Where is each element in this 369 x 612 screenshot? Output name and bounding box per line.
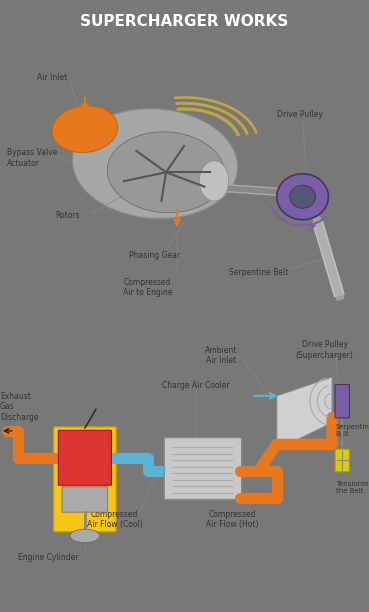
Text: Ambient
Air Inlet: Ambient Air Inlet bbox=[205, 346, 238, 365]
Text: Rotors: Rotors bbox=[55, 211, 80, 220]
Polygon shape bbox=[277, 377, 332, 450]
Text: Compressed
Air Flow (Cool): Compressed Air Flow (Cool) bbox=[86, 510, 142, 529]
FancyBboxPatch shape bbox=[54, 427, 116, 532]
Text: Bypass Valve
Actuator: Bypass Valve Actuator bbox=[7, 148, 58, 168]
Text: Engine Cylinder: Engine Cylinder bbox=[18, 553, 78, 562]
Ellipse shape bbox=[277, 174, 328, 220]
Ellipse shape bbox=[72, 109, 238, 218]
Text: Compressed
Air to Engine: Compressed Air to Engine bbox=[123, 278, 172, 297]
FancyBboxPatch shape bbox=[58, 430, 111, 485]
Text: Charge Air Cooler: Charge Air Cooler bbox=[162, 381, 230, 390]
Text: Drive Pulley
(Supercharger): Drive Pulley (Supercharger) bbox=[296, 340, 354, 360]
Text: Air Inlet: Air Inlet bbox=[37, 73, 67, 82]
Ellipse shape bbox=[107, 132, 225, 213]
Text: Drive Pulley: Drive Pulley bbox=[277, 110, 323, 119]
Ellipse shape bbox=[199, 161, 229, 201]
Text: Serpentine
Belt: Serpentine Belt bbox=[336, 424, 369, 438]
Text: Serpentine Belt: Serpentine Belt bbox=[229, 269, 288, 277]
FancyBboxPatch shape bbox=[335, 384, 349, 418]
Text: Compressed
Air Flow (Hot): Compressed Air Flow (Hot) bbox=[206, 510, 259, 529]
Ellipse shape bbox=[70, 529, 100, 543]
Ellipse shape bbox=[290, 185, 315, 208]
FancyBboxPatch shape bbox=[62, 487, 108, 512]
Text: Exhaust
Gas
Discharge: Exhaust Gas Discharge bbox=[0, 392, 38, 422]
Text: Phasing Gear: Phasing Gear bbox=[129, 251, 180, 260]
Text: SUPERCHARGER WORKS: SUPERCHARGER WORKS bbox=[80, 14, 289, 29]
FancyBboxPatch shape bbox=[335, 449, 349, 472]
Ellipse shape bbox=[52, 106, 118, 152]
Text: Tensioning
the Belt: Tensioning the Belt bbox=[336, 481, 369, 494]
FancyBboxPatch shape bbox=[164, 438, 242, 499]
